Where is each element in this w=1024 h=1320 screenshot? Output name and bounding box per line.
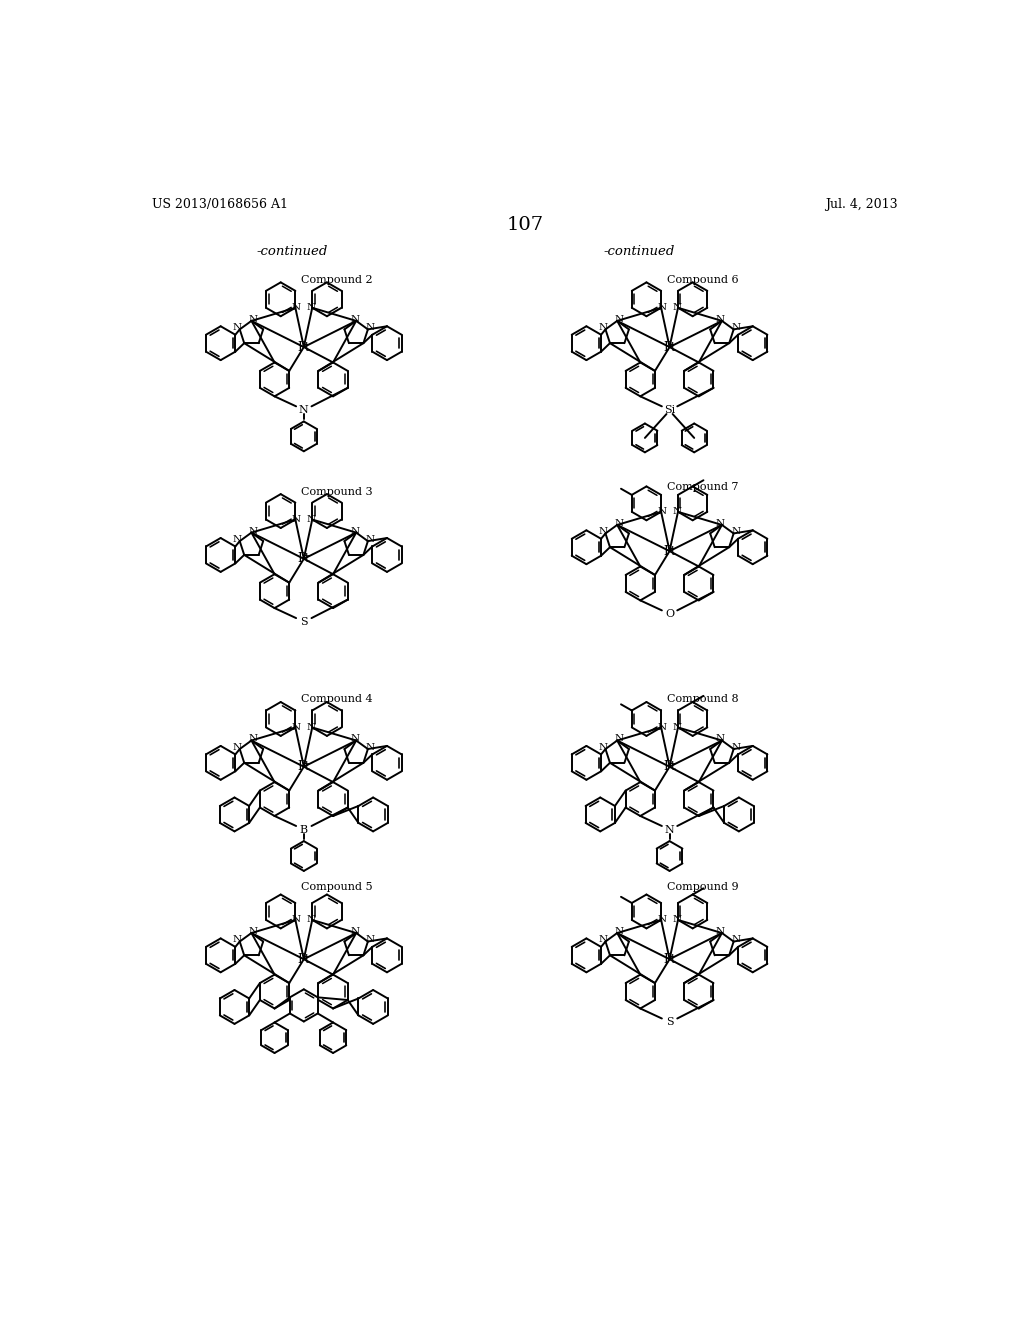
Text: B: B xyxy=(300,825,308,834)
Text: N: N xyxy=(307,304,316,313)
Text: S: S xyxy=(666,1018,674,1027)
Text: N: N xyxy=(292,515,301,524)
Text: N: N xyxy=(307,916,316,924)
Text: N: N xyxy=(292,723,301,731)
Text: N: N xyxy=(731,743,740,752)
Text: Pt: Pt xyxy=(664,545,676,557)
Text: N: N xyxy=(232,936,242,945)
Text: N: N xyxy=(673,507,682,516)
Text: N: N xyxy=(599,323,607,333)
Text: N: N xyxy=(657,304,667,313)
Text: -continued: -continued xyxy=(257,244,328,257)
Text: N: N xyxy=(614,734,624,743)
Text: Pt: Pt xyxy=(664,953,676,966)
Text: N: N xyxy=(673,916,682,924)
Text: N: N xyxy=(307,723,316,731)
Text: N: N xyxy=(232,323,242,333)
Text: Pt: Pt xyxy=(664,341,676,354)
Text: N: N xyxy=(599,936,607,945)
Text: N: N xyxy=(673,723,682,731)
Text: N: N xyxy=(614,519,624,528)
Text: N: N xyxy=(665,825,675,834)
Text: N: N xyxy=(350,734,359,743)
Text: N: N xyxy=(657,507,667,516)
Text: N: N xyxy=(350,527,359,536)
Text: Pt: Pt xyxy=(298,552,310,565)
Text: N: N xyxy=(716,519,725,528)
Text: US 2013/0168656 A1: US 2013/0168656 A1 xyxy=(153,198,288,211)
Text: N: N xyxy=(614,315,624,323)
Text: Compound 8: Compound 8 xyxy=(668,693,739,704)
Text: Compound 5: Compound 5 xyxy=(301,882,373,892)
Text: Compound 7: Compound 7 xyxy=(668,482,739,492)
Text: N: N xyxy=(292,304,301,313)
Text: N: N xyxy=(232,535,242,544)
Text: N: N xyxy=(731,323,740,333)
Text: N: N xyxy=(614,927,624,936)
Text: N: N xyxy=(350,315,359,323)
Text: N: N xyxy=(366,936,375,945)
Text: N: N xyxy=(657,916,667,924)
Text: N: N xyxy=(716,315,725,323)
Text: N: N xyxy=(599,528,607,536)
Text: N: N xyxy=(716,927,725,936)
Text: N: N xyxy=(366,743,375,752)
Text: O: O xyxy=(665,610,674,619)
Text: Compound 6: Compound 6 xyxy=(668,276,739,285)
Text: Compound 2: Compound 2 xyxy=(301,276,373,285)
Text: Si: Si xyxy=(664,405,675,416)
Text: N: N xyxy=(299,405,308,416)
Text: N: N xyxy=(716,734,725,743)
Text: N: N xyxy=(657,723,667,731)
Text: N: N xyxy=(249,527,258,536)
Text: N: N xyxy=(350,927,359,936)
Text: Compound 9: Compound 9 xyxy=(668,882,739,892)
Text: N: N xyxy=(307,515,316,524)
Text: Compound 3: Compound 3 xyxy=(301,487,373,498)
Text: Pt: Pt xyxy=(664,760,676,774)
Text: S: S xyxy=(300,616,307,627)
Text: N: N xyxy=(249,927,258,936)
Text: N: N xyxy=(232,743,242,752)
Text: N: N xyxy=(366,323,375,333)
Text: Pt: Pt xyxy=(298,760,310,774)
Text: N: N xyxy=(292,916,301,924)
Text: N: N xyxy=(249,315,258,323)
Text: Pt: Pt xyxy=(298,341,310,354)
Text: N: N xyxy=(731,528,740,536)
Text: Jul. 4, 2013: Jul. 4, 2013 xyxy=(825,198,897,211)
Text: N: N xyxy=(249,734,258,743)
Text: -continued: -continued xyxy=(603,244,675,257)
Text: N: N xyxy=(673,304,682,313)
Text: N: N xyxy=(599,743,607,752)
Text: Pt: Pt xyxy=(298,953,310,966)
Text: N: N xyxy=(366,535,375,544)
Text: N: N xyxy=(731,936,740,945)
Text: Compound 4: Compound 4 xyxy=(301,693,373,704)
Text: 107: 107 xyxy=(506,216,544,234)
